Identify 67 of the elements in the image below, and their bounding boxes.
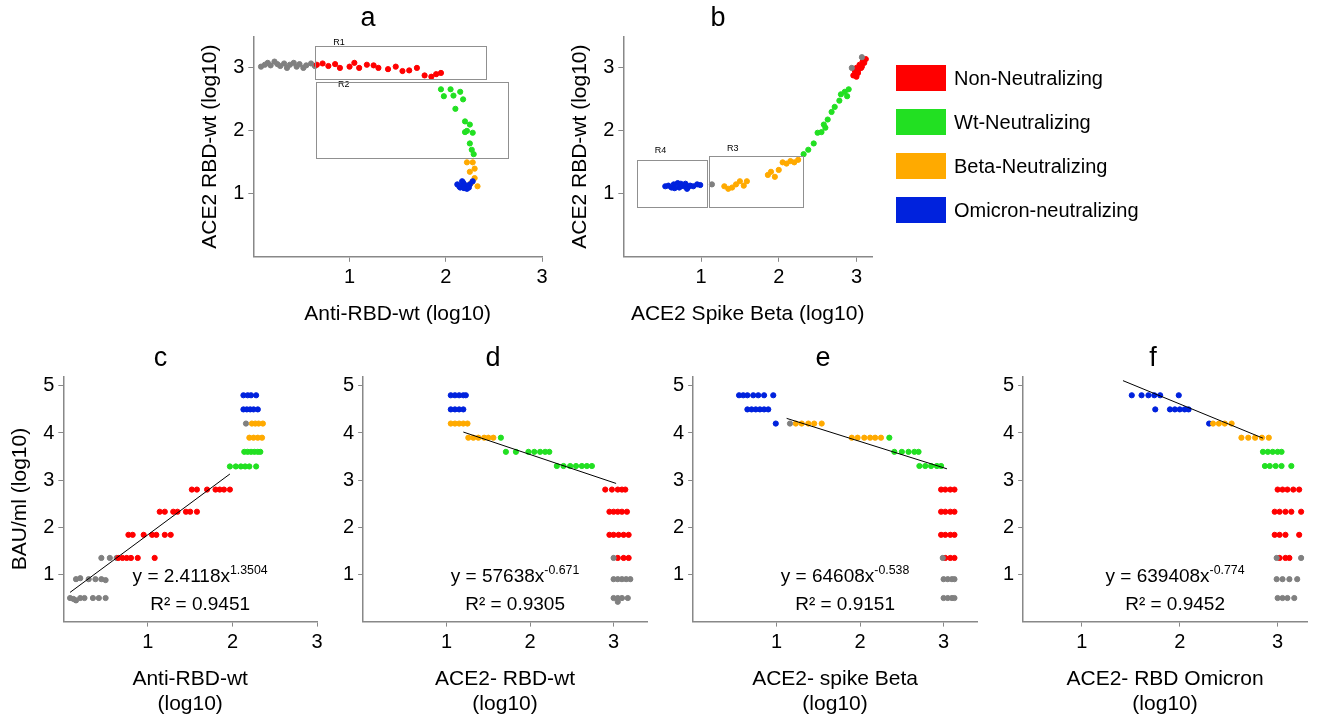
chart-title: f xyxy=(1149,341,1158,372)
x-axis-title: ACE2- spike Beta (log10) xyxy=(752,666,919,715)
y-tick-label: 5 xyxy=(1003,373,1015,396)
y-tick-label: 5 xyxy=(43,373,55,396)
annotation: R² = 0.9452 xyxy=(1125,592,1225,614)
legend-label: Beta-Neutralizing xyxy=(954,154,1108,178)
chart-title: b xyxy=(710,1,726,32)
y-tick-label: 3 xyxy=(1003,467,1015,490)
x-tick-label: 2 xyxy=(440,265,452,288)
annotation: R4 xyxy=(654,145,667,156)
x-tick-label: 1 xyxy=(441,630,453,653)
x-tick-label: 1 xyxy=(1076,630,1088,653)
y-tick-label: 1 xyxy=(603,181,615,204)
y-tick-label: 5 xyxy=(343,373,355,396)
y-tick-label: 3 xyxy=(233,55,245,78)
y-tick-label: 2 xyxy=(673,514,685,537)
y-tick-label: 2 xyxy=(603,118,615,141)
y-tick-label: 2 xyxy=(343,514,355,537)
annotation: R² = 0.9451 xyxy=(150,592,251,614)
x-tick-label: 1 xyxy=(771,630,783,653)
x-tick-label: 2 xyxy=(1174,630,1186,653)
x-tick-label: 1 xyxy=(142,630,154,653)
annotation: R² = 0.9151 xyxy=(795,592,895,614)
y-axis-title: ACE2 RBD-wt (log10) xyxy=(567,44,591,249)
x-tick-label: 3 xyxy=(1272,630,1284,653)
y-tick-label: 3 xyxy=(673,467,685,490)
chart-title: c xyxy=(153,341,168,372)
y-tick-label: 1 xyxy=(673,561,685,584)
x-axis-title: Anti-RBD-wt (log10) xyxy=(132,666,249,715)
y-tick-label: 1 xyxy=(233,181,245,204)
x-axis-title: ACE2- RBD-wt (log10) xyxy=(435,666,576,715)
y-axis-title: BAU/ml (log10) xyxy=(7,427,31,571)
annotation: R² = 0.9305 xyxy=(465,592,565,614)
annotation: R1 xyxy=(333,37,345,48)
chart-title: a xyxy=(360,1,377,32)
x-tick-label: 3 xyxy=(311,630,323,653)
y-tick-label: 4 xyxy=(1003,420,1015,443)
x-tick-label: 2 xyxy=(854,630,866,653)
y-tick-label: 1 xyxy=(343,561,355,584)
x-tick-label: 2 xyxy=(524,630,536,653)
legend-label: Non-Neutralizing xyxy=(954,66,1103,90)
y-tick-label: 5 xyxy=(673,373,685,396)
y-tick-label: 2 xyxy=(233,118,245,141)
x-tick-label: 1 xyxy=(695,265,707,288)
x-axis-title: ACE2- RBD Omicron (log10) xyxy=(1066,666,1264,715)
y-tick-label: 4 xyxy=(43,420,55,443)
x-tick-label: 2 xyxy=(773,265,785,288)
y-tick-label: 1 xyxy=(1003,561,1015,584)
annotation: R3 xyxy=(726,143,739,154)
legend-label: Omicron-neutralizing xyxy=(954,198,1139,222)
y-tick-label: 3 xyxy=(43,467,55,490)
legend-label: Wt-Neutralizing xyxy=(954,110,1091,134)
chart-title: e xyxy=(815,341,831,372)
y-tick-label: 3 xyxy=(343,467,355,490)
y-axis-title: ACE2 RBD-wt (log10) xyxy=(197,44,221,249)
x-axis-title: ACE2 Spike Beta (log10) xyxy=(630,301,865,325)
x-tick-label: 3 xyxy=(536,265,548,288)
y-tick-label: 1 xyxy=(43,561,55,584)
x-tick-label: 3 xyxy=(850,265,863,288)
x-tick-label: 3 xyxy=(938,630,950,653)
y-tick-label: 4 xyxy=(673,420,685,443)
x-axis-title: Anti-RBD-wt (log10) xyxy=(304,301,492,325)
y-tick-label: 3 xyxy=(603,55,615,78)
y-tick-label: 2 xyxy=(43,514,55,537)
y-tick-label: 2 xyxy=(1003,514,1015,537)
y-tick-label: 4 xyxy=(343,420,355,443)
chart-title: d xyxy=(485,341,501,372)
